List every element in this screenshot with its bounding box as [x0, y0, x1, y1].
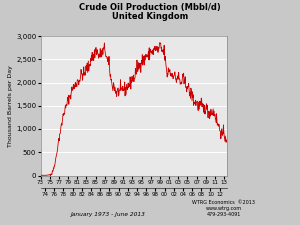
Text: January 1973 - June 2013: January 1973 - June 2013 — [70, 212, 146, 217]
Text: WTRG Economics  ©2013
www.wtrg.com
479-293-4091: WTRG Economics ©2013 www.wtrg.com 479-29… — [192, 200, 255, 217]
Text: Crude Oil Production (Mbbl/d): Crude Oil Production (Mbbl/d) — [79, 3, 221, 12]
Text: United Kingdom: United Kingdom — [112, 12, 188, 21]
Y-axis label: Thousand Barrels per Day: Thousand Barrels per Day — [8, 65, 13, 147]
